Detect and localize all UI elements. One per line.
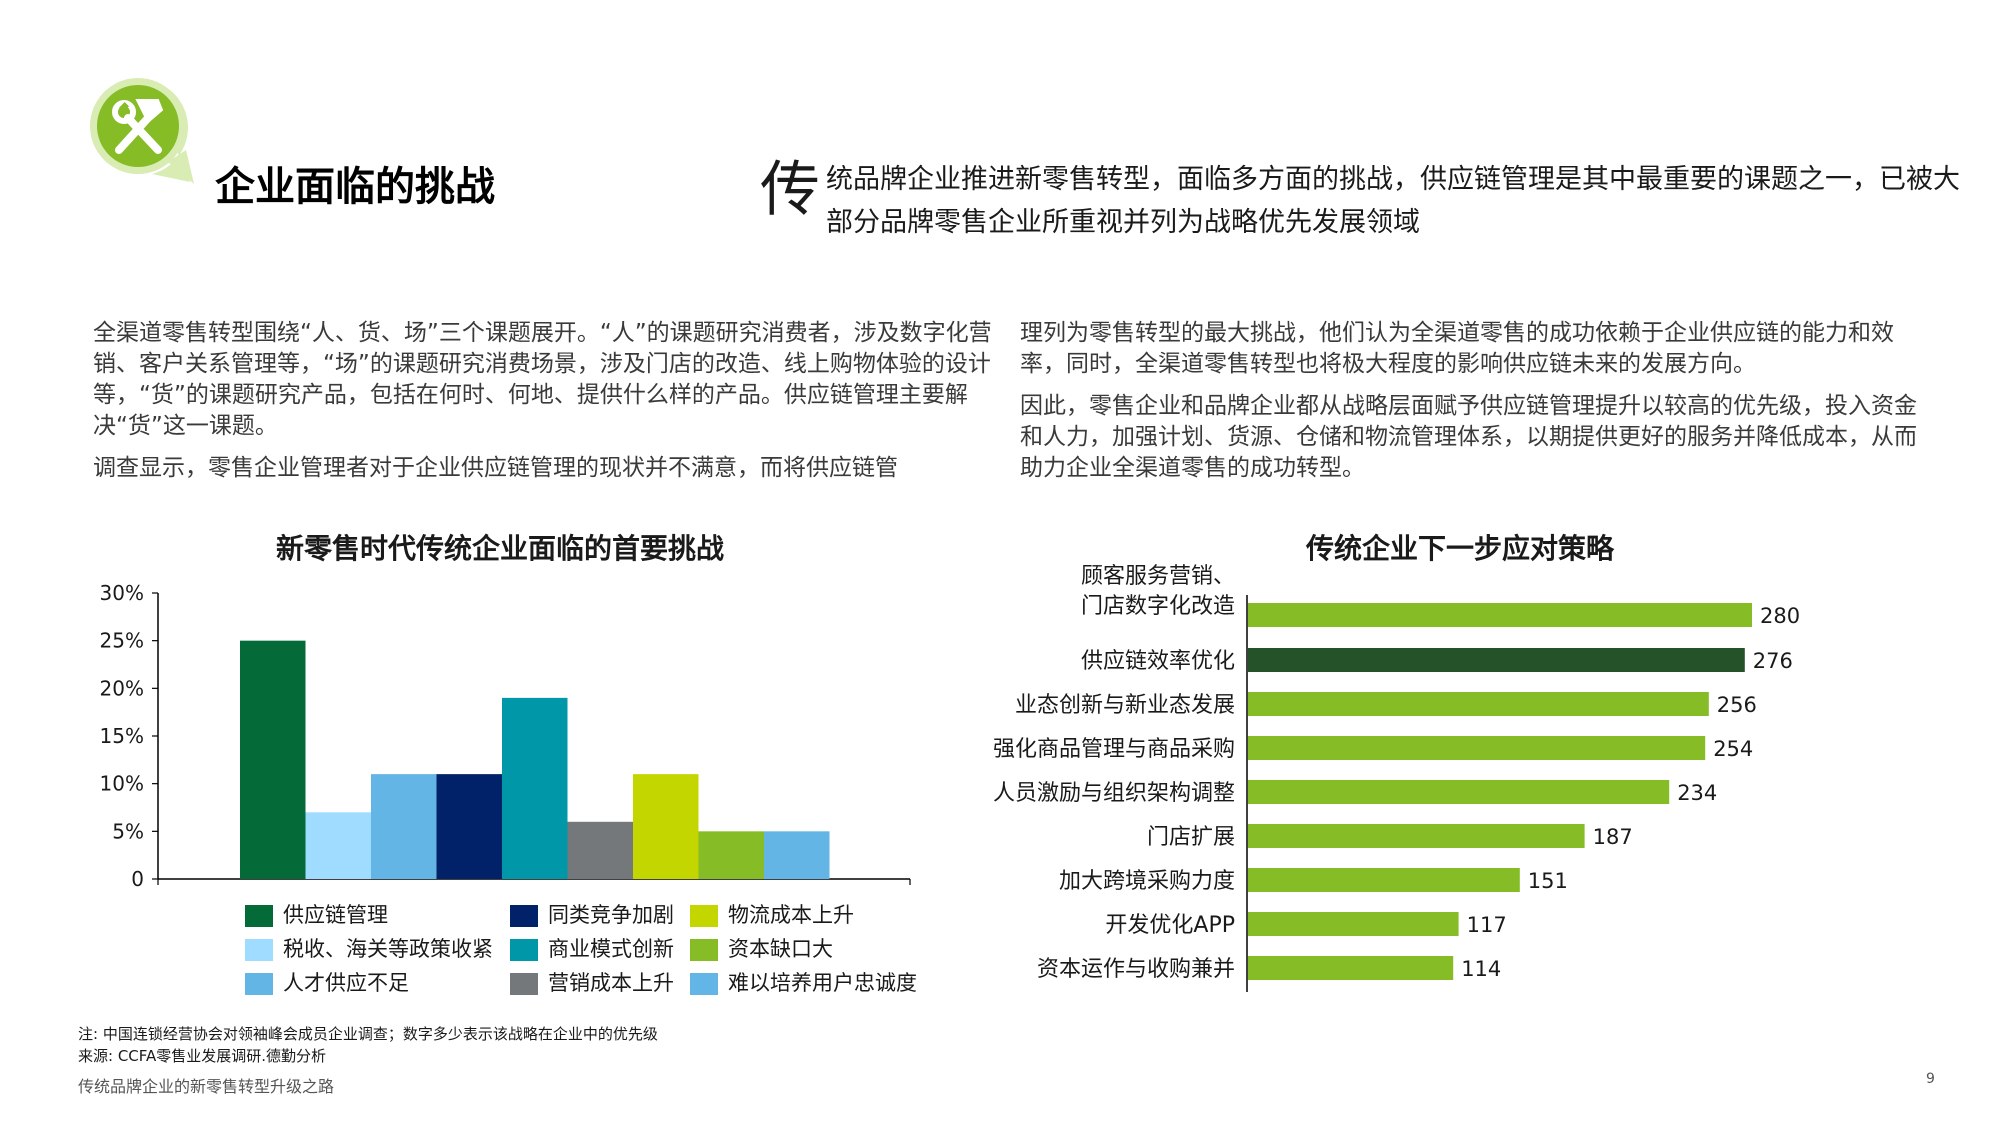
y-tick-label: 15%: [100, 724, 144, 748]
page-number: 9: [1926, 1071, 1935, 1087]
y-tick-label: 5%: [112, 819, 144, 843]
bar: [305, 812, 371, 879]
y-tick-label: 20%: [100, 676, 144, 700]
legend-swatch: [510, 939, 538, 961]
bar: [567, 821, 633, 879]
intro-text: 统品牌企业推进新零售转型，面临多方面的挑战，供应链管理是其中最重要的课题之一，已…: [826, 164, 1960, 238]
bar: [436, 774, 502, 879]
legend-swatch: [245, 973, 273, 995]
y-tick-label: 0: [131, 867, 144, 891]
hammer-wrench-icon: [90, 78, 194, 184]
bar: [633, 774, 699, 879]
legend-swatch: [510, 905, 538, 927]
body-column-left: 全渠道零售转型围绕“人、货、场”三个课题展开。“人”的课题研究消费者，涉及数字化…: [93, 318, 998, 495]
bar: [240, 640, 306, 879]
intro-dropcap: 传: [760, 155, 820, 225]
body-paragraph: 理列为零售转型的最大挑战，他们认为全渠道零售的成功依赖于企业供应链的能力和效率，…: [1020, 320, 1894, 377]
legend-label: 同类竞争加剧: [548, 903, 674, 927]
bar: [371, 774, 437, 879]
legend-swatch: [690, 973, 718, 995]
legend-label: 商业模式创新: [548, 937, 674, 961]
body-paragraph: 调查显示，零售企业管理者对于企业供应链管理的现状并不满意，而将供应链管: [93, 455, 898, 481]
bar: [698, 831, 764, 879]
y-tick-label: 30%: [100, 581, 144, 605]
body-column-right: 理列为零售转型的最大挑战，他们认为全渠道零售的成功依赖于企业供应链的能力和效率，…: [1020, 318, 1925, 495]
notes: 注: 中国连锁经营协会对领袖峰会成员企业调查；数字多少表示该战略在企业中的优先级…: [78, 1023, 658, 1067]
right-chart-title: 传统企业下一步应对策略: [1305, 532, 1614, 565]
body-paragraph: 全渠道零售转型围绕“人、货、场”三个课题展开。“人”的课题研究消费者，涉及数字化…: [93, 320, 992, 439]
legend-swatch: [510, 973, 538, 995]
legend-label: 人才供应不足: [283, 971, 409, 995]
note-line: 注: 中国连锁经营协会对领袖峰会成员企业调查；数字多少表示该战略在企业中的优先级: [78, 1025, 658, 1043]
legend-label: 营销成本上升: [548, 971, 674, 995]
footer-text: 传统品牌企业的新零售转型升级之路: [78, 1077, 335, 1096]
legend-label: 难以培养用户忠诚度: [728, 971, 917, 995]
source-line: 来源: CCFA零售业发展调研.德勤分析: [78, 1047, 327, 1065]
legend-label: 税收、海关等政策收紧: [283, 937, 493, 961]
y-tick-label: 10%: [100, 772, 144, 796]
y-tick-label: 25%: [100, 629, 144, 653]
bar: [502, 697, 568, 879]
body-paragraph: 因此，零售企业和品牌企业都从战略层面赋予供应链管理提升以较高的优先级，投入资金和…: [1020, 393, 1917, 481]
legend-swatch: [245, 939, 273, 961]
page-title: 企业面临的挑战: [215, 164, 495, 210]
legend-label: 供应链管理: [283, 903, 388, 927]
legend-swatch: [245, 905, 273, 927]
bar: [764, 831, 830, 879]
intro-statement: 传 统品牌企业推进新零售转型，面临多方面的挑战，供应链管理是其中最重要的课题之一…: [760, 158, 1960, 244]
legend-swatch: [690, 905, 718, 927]
legend-swatch: [690, 939, 718, 961]
left-chart-title: 新零售时代传统企业面临的首要挑战: [275, 532, 724, 565]
legend-label: 物流成本上升: [728, 903, 854, 927]
legend-label: 资本缺口大: [728, 937, 833, 961]
